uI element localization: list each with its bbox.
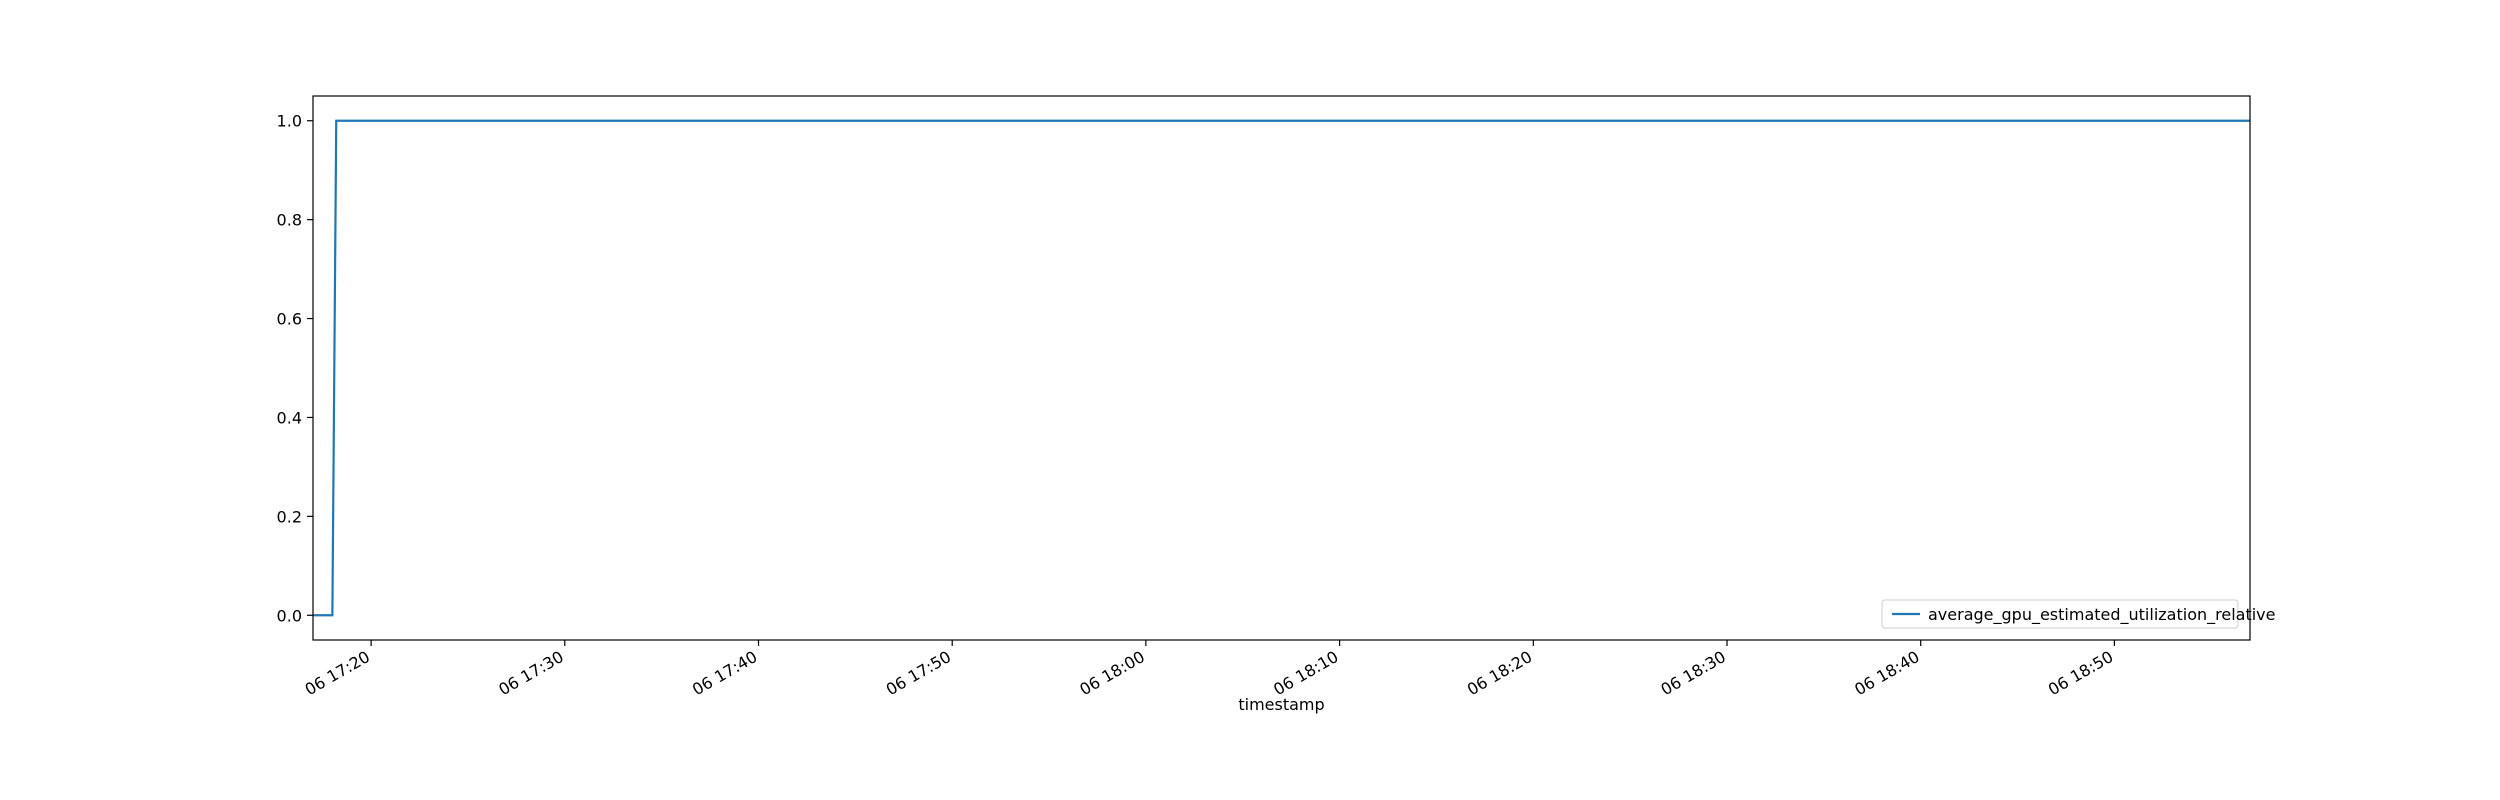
x-axis: 06 17:20 06 17:30 06 17:40 06 17:50 06 18:00… (302, 640, 2116, 699)
y-tick-label: 0.8 (277, 211, 302, 230)
y-axis: 0.0 0.2 0.4 0.6 0.8 1.0 (277, 112, 313, 625)
x-axis-label: timestamp (1238, 695, 1324, 714)
y-tick-label: 0.4 (277, 408, 302, 427)
x-tick-label: 06 18:10 (1270, 647, 1341, 699)
x-tick-label: 06 17:40 (689, 647, 760, 699)
x-tick-label: 06 18:00 (1076, 647, 1147, 699)
legend-box (1881, 599, 2239, 629)
plot-area (312, 95, 2251, 641)
legend: average_gpu_estimated_utilization_relati… (1881, 599, 2275, 629)
x-tick-label: 06 17:20 (302, 647, 373, 699)
y-tick-label: 1.0 (277, 112, 302, 131)
legend-entry: average_gpu_estimated_utilization_relati… (1928, 605, 2275, 625)
y-tick-label: 0.0 (277, 606, 302, 625)
x-tick-label: 06 18:30 (1658, 647, 1729, 699)
x-tick-label: 06 18:50 (2045, 647, 2116, 699)
series-line-0 (313, 119, 2250, 617)
x-tick-label: 06 17:50 (883, 647, 954, 699)
y-tick-label: 0.2 (277, 507, 302, 526)
axes-frame (312, 95, 2251, 641)
x-tick-label: 06 18:20 (1464, 647, 1535, 699)
x-tick-label: 06 18:40 (1851, 647, 1922, 699)
y-tick-label: 0.6 (277, 310, 302, 329)
x-tick-label: 06 17:30 (495, 647, 566, 699)
